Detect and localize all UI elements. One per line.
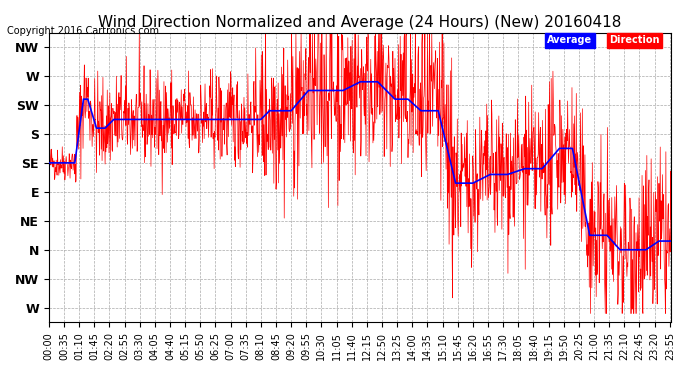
Title: Wind Direction Normalized and Average (24 Hours) (New) 20160418: Wind Direction Normalized and Average (2… — [99, 15, 622, 30]
Text: Average: Average — [547, 36, 592, 45]
Text: Direction: Direction — [609, 36, 660, 45]
Text: Copyright 2016 Cartronics.com: Copyright 2016 Cartronics.com — [7, 26, 159, 36]
